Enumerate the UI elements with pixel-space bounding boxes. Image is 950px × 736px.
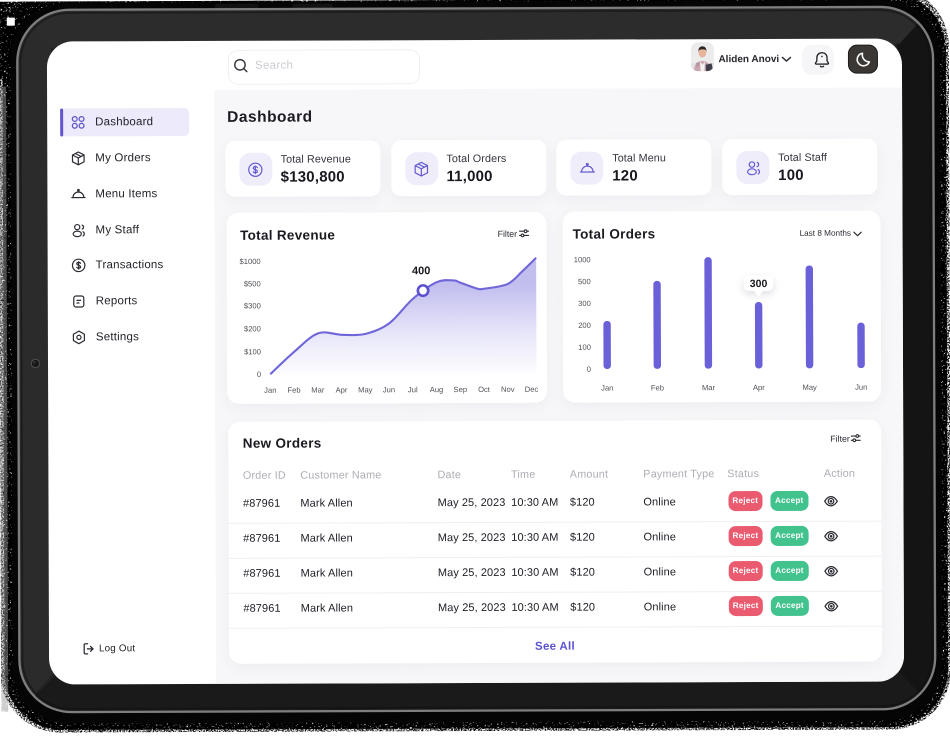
svg-text:0: 0 <box>257 370 261 379</box>
svg-text:Nov: Nov <box>501 385 515 394</box>
svg-text:400: 400 <box>412 265 430 277</box>
svg-text:Apr: Apr <box>753 383 765 392</box>
svg-text:Mar: Mar <box>702 383 716 392</box>
svg-text:Oct: Oct <box>478 385 491 394</box>
svg-text:200: 200 <box>578 321 591 330</box>
svg-text:0: 0 <box>587 365 591 374</box>
svg-text:$500: $500 <box>244 279 261 288</box>
svg-text:May: May <box>358 385 373 394</box>
svg-text:300: 300 <box>578 299 591 308</box>
svg-text:Sep: Sep <box>454 385 468 394</box>
svg-text:Jan: Jan <box>264 386 276 395</box>
svg-text:$300: $300 <box>244 301 261 310</box>
svg-text:100: 100 <box>578 343 591 352</box>
svg-text:300: 300 <box>750 278 768 290</box>
svg-text:$1000: $1000 <box>240 257 261 266</box>
svg-text:Feb: Feb <box>651 383 664 392</box>
svg-text:May: May <box>802 383 817 392</box>
svg-text:$200: $200 <box>244 324 261 333</box>
svg-text:500: 500 <box>578 277 591 286</box>
svg-text:Mar: Mar <box>311 386 325 395</box>
svg-text:1000: 1000 <box>574 255 591 264</box>
svg-text:Feb: Feb <box>287 386 300 395</box>
svg-text:$100: $100 <box>244 347 261 356</box>
svg-text:Dec: Dec <box>525 385 539 394</box>
svg-text:Jul: Jul <box>408 385 418 394</box>
svg-text:Jun: Jun <box>383 385 395 394</box>
svg-text:Jan: Jan <box>601 384 613 393</box>
svg-text:Aug: Aug <box>430 385 444 394</box>
svg-text:Jun: Jun <box>855 383 867 392</box>
svg-text:Apr: Apr <box>336 385 348 394</box>
